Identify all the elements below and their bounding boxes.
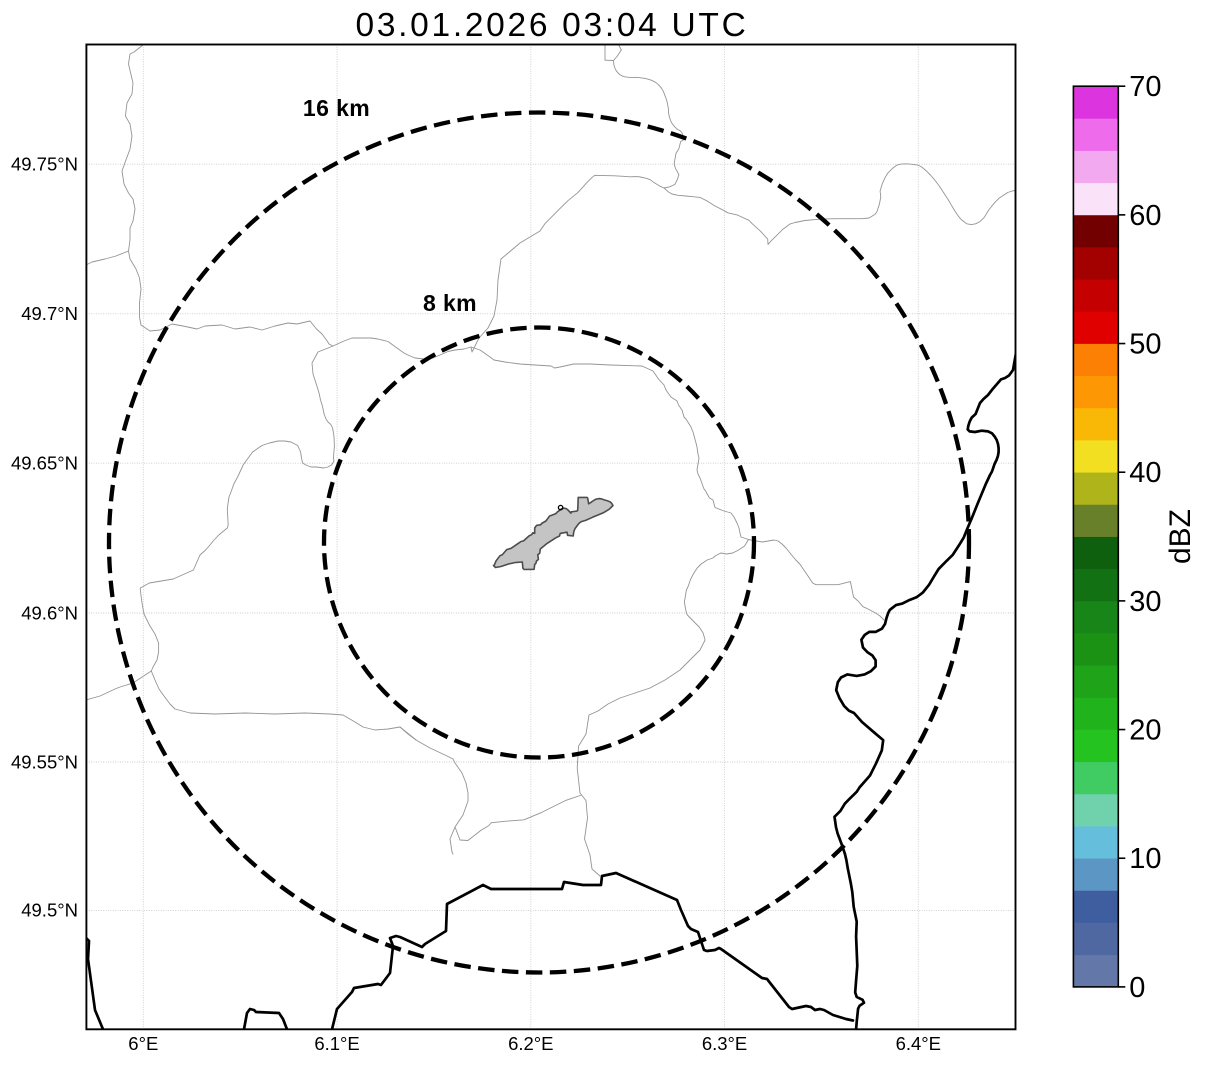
svg-text:40: 40 [1129, 457, 1161, 489]
svg-text:60: 60 [1129, 200, 1161, 232]
svg-text:6°E: 6°E [128, 1033, 158, 1054]
svg-text:70: 70 [1129, 71, 1161, 103]
svg-text:8 km: 8 km [423, 290, 477, 316]
svg-text:03.01.2026 03:04 UTC: 03.01.2026 03:04 UTC [356, 7, 749, 44]
svg-text:6.2°E: 6.2°E [508, 1033, 553, 1054]
svg-text:10: 10 [1129, 843, 1161, 875]
svg-text:6.3°E: 6.3°E [702, 1033, 747, 1054]
svg-text:16 km: 16 km [303, 95, 370, 121]
svg-text:49.65°N: 49.65°N [11, 453, 78, 474]
svg-text:6.4°E: 6.4°E [896, 1033, 941, 1054]
svg-text:49.55°N: 49.55°N [11, 751, 78, 772]
svg-text:0: 0 [1129, 972, 1145, 1004]
svg-text:30: 30 [1129, 586, 1161, 618]
svg-text:dBZ: dBZ [1164, 509, 1197, 564]
svg-text:49.5°N: 49.5°N [21, 900, 78, 921]
svg-text:50: 50 [1129, 329, 1161, 361]
svg-text:49.7°N: 49.7°N [21, 303, 78, 324]
svg-text:49.6°N: 49.6°N [21, 602, 78, 623]
svg-text:6.1°E: 6.1°E [314, 1033, 359, 1054]
svg-text:49.75°N: 49.75°N [11, 154, 78, 175]
svg-text:20: 20 [1129, 715, 1161, 747]
